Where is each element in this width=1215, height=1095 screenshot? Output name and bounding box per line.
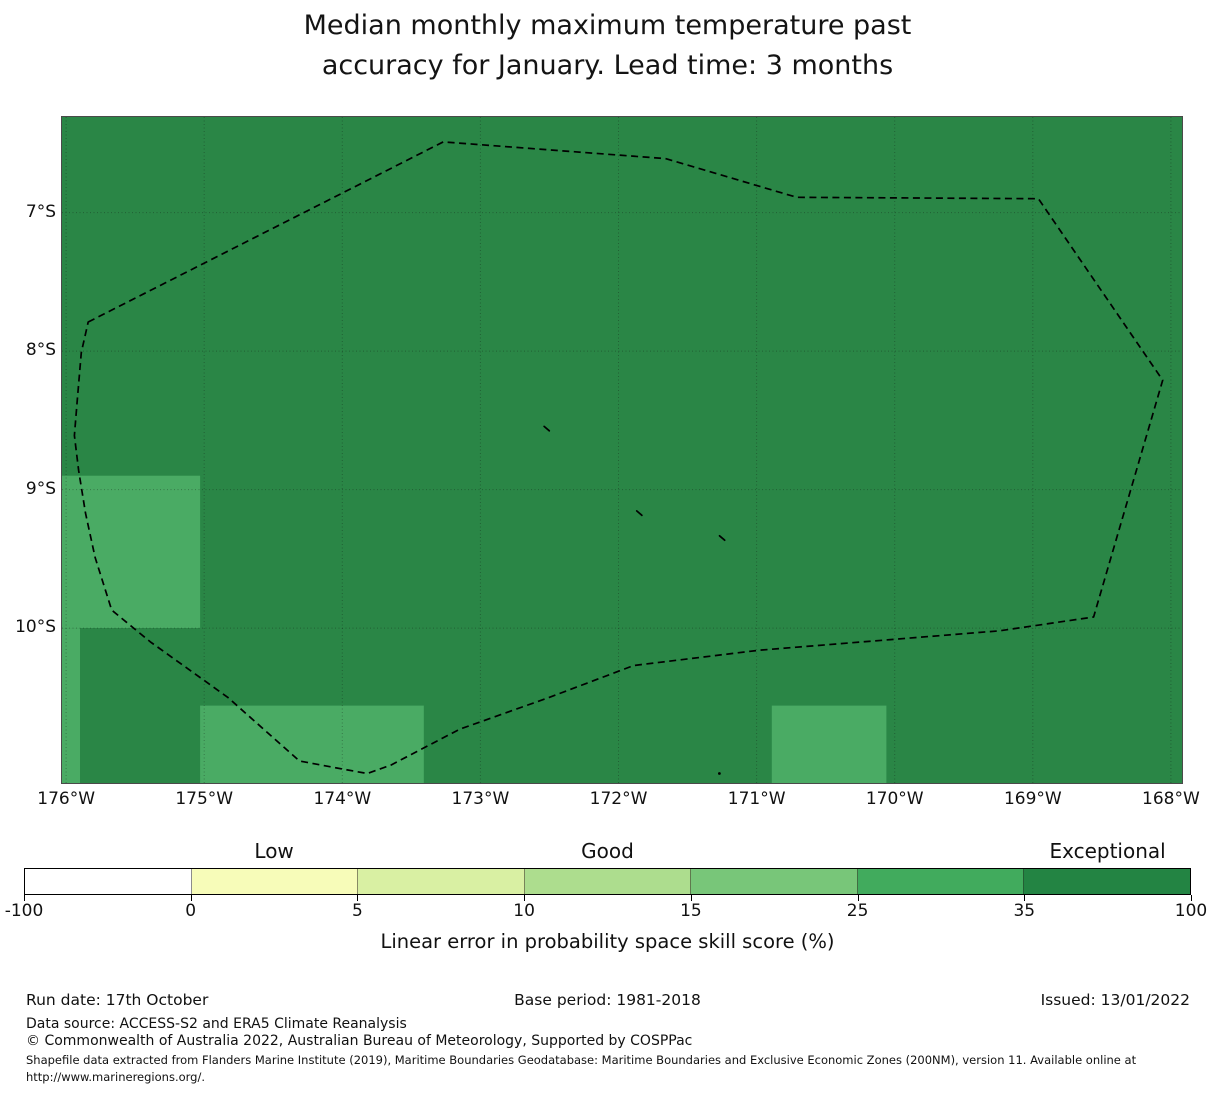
colorbar-tick	[190, 895, 192, 901]
colorbar-tick	[1191, 895, 1192, 901]
x-tick-label: 173°W	[451, 789, 510, 809]
colorbar-segment	[857, 869, 1025, 894]
colorbar-category-label: Low	[254, 839, 294, 863]
colorbar-tick	[24, 895, 25, 901]
shapefile-note: Shapefile data extracted from Flanders M…	[26, 1052, 1196, 1085]
colorbar-tick	[690, 895, 692, 901]
y-tick-label: 9°S	[25, 478, 56, 499]
map-plot-area	[61, 116, 1183, 784]
x-tick-label: 170°W	[865, 789, 924, 809]
x-tick-label: 176°W	[37, 789, 96, 809]
skill-cell-25-35	[62, 628, 80, 784]
base-period-text: Base period: 1981-2018	[514, 991, 701, 1009]
shapefile-note-line1: Shapefile data extracted from Flanders M…	[26, 1053, 1137, 1067]
colorbar-segment	[691, 869, 858, 894]
map-plot	[62, 117, 1182, 784]
colorbar-segment	[25, 869, 192, 894]
colorbar-segment	[524, 869, 692, 894]
colorbar-tick-label: 0	[185, 901, 197, 921]
copyright-text: © Commonwealth of Australia 2022, Austra…	[26, 1033, 693, 1049]
colorbar-segment	[191, 869, 359, 894]
colorbar-category-label: Good	[581, 839, 634, 863]
x-tick-label: 172°W	[589, 789, 648, 809]
island-mark	[543, 425, 551, 432]
colorbar-tick	[1024, 895, 1026, 901]
skill-cell-25-35	[771, 705, 887, 784]
colorbar-category-label: Exceptional	[1049, 839, 1166, 863]
colorbar-segment	[1024, 869, 1191, 894]
colorbar-tick	[857, 895, 859, 901]
island-mark	[635, 510, 643, 517]
island-mark	[718, 772, 721, 775]
colorbar-caption: Linear error in probability space skill …	[380, 930, 835, 953]
map-background	[62, 117, 1182, 783]
colorbar-tick	[524, 895, 526, 901]
x-tick-label: 168°W	[1142, 789, 1200, 809]
colorbar-tick-label: 5	[351, 901, 363, 921]
eez-boundary-line	[73, 141, 1164, 775]
chart-title: Median monthly maximum temperature past …	[0, 6, 1215, 86]
y-tick-label: 10°S	[15, 617, 56, 638]
x-tick-label: 171°W	[727, 789, 786, 809]
data-source-text: Data source: ACCESS-S2 and ERA5 Climate …	[26, 1016, 407, 1032]
colorbar-tick-label: -100	[4, 901, 44, 921]
y-tick-label: 7°S	[25, 201, 56, 222]
colorbar-tick-label: 15	[680, 901, 702, 921]
x-tick-label: 174°W	[313, 789, 372, 809]
colorbar-segment	[358, 869, 525, 894]
shapefile-note-line2: http://www.marineregions.org/.	[26, 1069, 205, 1084]
colorbar-tick-label: 35	[1013, 901, 1036, 921]
island-mark	[718, 534, 726, 542]
colorbar	[24, 868, 1191, 895]
run-date-text: Run date: 17th October	[26, 991, 209, 1009]
issued-text: Issued: 13/01/2022	[1040, 991, 1190, 1009]
skill-cell-25-35	[62, 475, 201, 628]
x-tick-label: 175°W	[175, 789, 234, 809]
skill-cell-25-35	[200, 705, 424, 784]
chart-title-line2: accuracy for January. Lead time: 3 month…	[321, 50, 894, 81]
colorbar-tick	[357, 895, 359, 901]
chart-title-line1: Median monthly maximum temperature past	[303, 10, 912, 41]
y-tick-label: 8°S	[25, 340, 56, 361]
colorbar-tick-label: 100	[1174, 901, 1208, 921]
x-tick-label: 169°W	[1003, 789, 1062, 809]
colorbar-tick-label: 25	[846, 901, 869, 921]
colorbar-tick-label: 10	[513, 901, 535, 921]
